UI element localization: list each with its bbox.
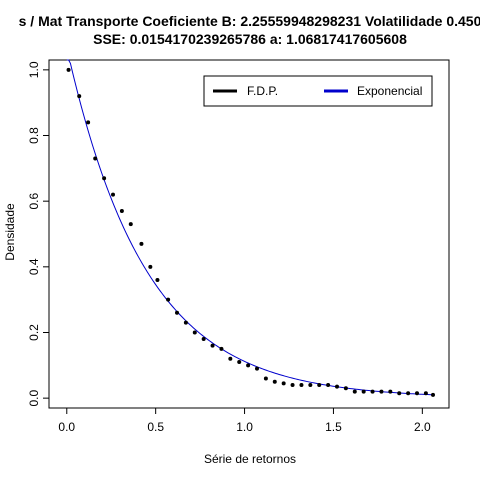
data-point <box>291 383 295 387</box>
data-point <box>299 383 303 387</box>
x-tick-label: 1.0 <box>236 420 253 434</box>
data-point <box>388 390 392 394</box>
x-tick-label: 0.0 <box>58 420 75 434</box>
data-point <box>228 357 232 361</box>
y-tick-label: 0.4 <box>27 258 41 275</box>
data-point <box>139 242 143 246</box>
data-point <box>326 383 330 387</box>
y-tick-label: 1.0 <box>27 61 41 78</box>
data-point <box>431 393 435 397</box>
data-point <box>371 390 375 394</box>
data-point <box>264 376 268 380</box>
data-point <box>273 380 277 384</box>
legend-label-exponencial: Exponencial <box>357 84 422 98</box>
data-point <box>335 385 339 389</box>
data-point <box>166 298 170 302</box>
data-point <box>379 390 383 394</box>
data-point <box>317 383 321 387</box>
y-axis: 0.0 0.2 0.4 0.6 0.8 1.0 <box>27 61 49 406</box>
data-point <box>148 265 152 269</box>
data-point <box>193 330 197 334</box>
x-axis-label: Série de retornos <box>204 452 296 466</box>
data-point <box>211 344 215 348</box>
data-point <box>237 360 241 364</box>
x-axis: 0.0 0.5 1.0 1.5 2.0 <box>58 408 431 434</box>
data-point <box>344 386 348 390</box>
y-tick-label: 0.6 <box>27 193 41 210</box>
data-point <box>102 176 106 180</box>
data-point <box>246 363 250 367</box>
data-point <box>353 390 357 394</box>
data-point <box>202 337 206 341</box>
data-point <box>86 120 90 124</box>
data-point <box>424 391 428 395</box>
data-point <box>93 156 97 160</box>
x-tick-label: 2.0 <box>414 420 431 434</box>
x-tick-label: 0.5 <box>147 420 164 434</box>
legend: F.D.P. Exponencial <box>204 76 432 106</box>
data-point <box>308 383 312 387</box>
data-point <box>397 391 401 395</box>
data-point <box>219 347 223 351</box>
y-tick-label: 0.2 <box>27 324 41 341</box>
data-point <box>175 311 179 315</box>
data-point <box>129 222 133 226</box>
legend-label-fdp: F.D.P. <box>247 84 278 98</box>
chart-title-line2: SSE: 0.0154170239265786 a: 1.06817417605… <box>93 31 407 47</box>
y-axis-label: Densidade <box>3 203 17 261</box>
data-point <box>120 209 124 213</box>
series-points-fdp <box>67 68 435 397</box>
data-point <box>362 390 366 394</box>
plot-frame <box>49 60 449 408</box>
data-point <box>67 68 71 72</box>
data-point <box>282 381 286 385</box>
data-point <box>406 391 410 395</box>
data-point <box>415 391 419 395</box>
data-point <box>155 278 159 282</box>
data-point <box>111 193 115 197</box>
series-line-exponencial <box>67 60 433 395</box>
y-tick-label: 0.0 <box>27 389 41 406</box>
data-point <box>255 367 259 371</box>
chart-title-line1: s / Mat Transporte Coeficiente B: 2.2555… <box>19 13 480 29</box>
data-point <box>184 321 188 325</box>
data-point <box>77 94 81 98</box>
y-tick-label: 0.8 <box>27 127 41 144</box>
x-tick-label: 1.5 <box>325 420 342 434</box>
